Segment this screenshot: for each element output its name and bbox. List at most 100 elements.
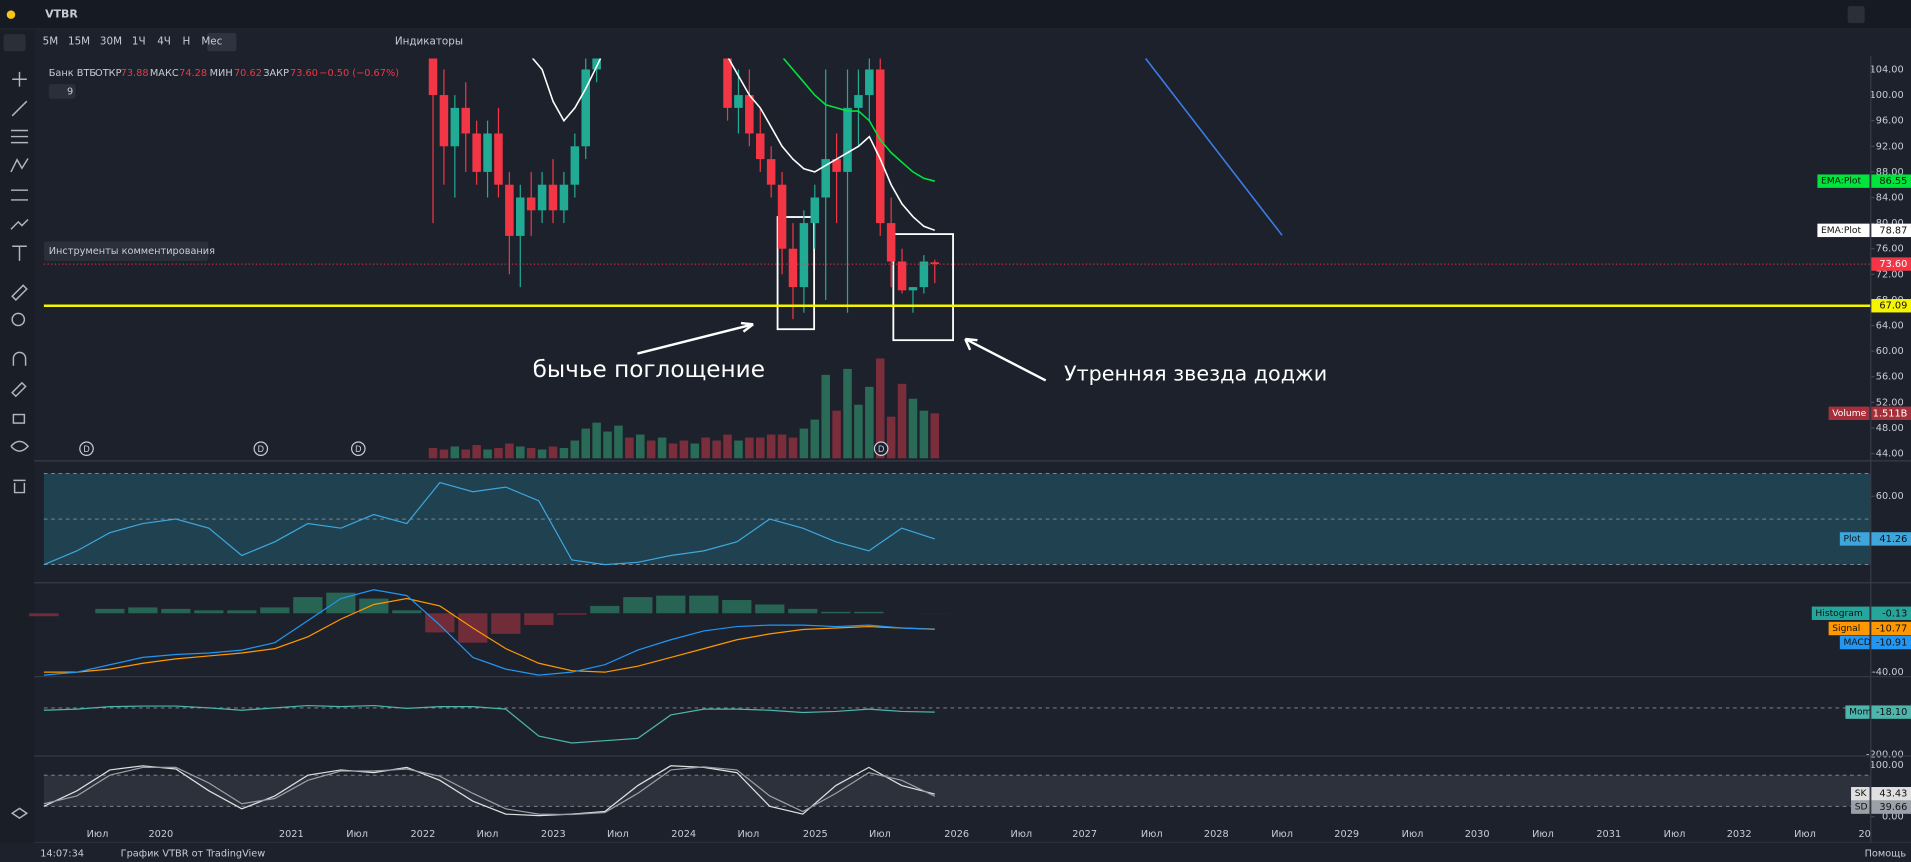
y-tick-label: 84.00: [1876, 193, 1904, 204]
price-pane: [428, 58, 940, 459]
candle-body: [548, 184, 558, 211]
window-button[interactable]: [1847, 6, 1865, 24]
highlight-box[interactable]: [892, 233, 954, 342]
x-tick-label: 2030: [1465, 829, 1490, 840]
name-badge: [1817, 174, 1870, 188]
volume-bar: [832, 410, 841, 459]
x-tick-label: Июл: [1402, 829, 1424, 840]
candle-body: [755, 133, 765, 160]
symbol[interactable]: VTBR: [45, 8, 78, 21]
histogram-bar: [359, 598, 389, 614]
volume-bar: [570, 440, 580, 459]
candle-body: [461, 107, 471, 134]
indicator-line: [43, 766, 936, 816]
indicators-button[interactable]: Индикаторы: [395, 35, 463, 47]
event-marker[interactable]: [79, 441, 94, 456]
legend-high: 74.28: [179, 68, 207, 79]
x-tick-label: Июл: [477, 829, 499, 840]
annotation[interactable]: Утренняя звезда доджи: [1064, 361, 1327, 385]
event-marker[interactable]: [253, 441, 269, 456]
name-badge: [1811, 606, 1870, 620]
arrow[interactable]: [964, 337, 1047, 382]
value-badge-text: 67.09: [1879, 301, 1907, 312]
histogram-bar: [722, 600, 752, 614]
value-badge-text: 1.511B: [1873, 408, 1908, 419]
x-tick-label: 2022: [410, 829, 435, 840]
event-marker[interactable]: [873, 441, 889, 456]
tool-icons[interactable]: [10, 71, 30, 819]
pen-button[interactable]: [3, 34, 26, 52]
interval[interactable]: Н: [183, 35, 191, 47]
interval[interactable]: Мес: [201, 35, 222, 47]
name-badge-text: SK: [1855, 789, 1868, 799]
value-badge: [1870, 705, 1911, 719]
volume-bar: [799, 428, 809, 459]
volume-bar: [701, 437, 710, 459]
x-tick-label: Июл: [1141, 829, 1163, 840]
x-tick-label: 2026: [944, 829, 969, 840]
y-tick-label: 60.00: [1876, 346, 1904, 357]
name-badge-text: Mom: [1849, 708, 1871, 718]
legend-count-box[interactable]: [48, 84, 76, 99]
candle-body: [450, 107, 460, 147]
y-tick-label: 52.00: [1876, 397, 1904, 408]
arrow[interactable]: [637, 321, 754, 355]
x-tick-label: 2032: [1727, 829, 1752, 840]
volume-bar: [821, 374, 830, 459]
value-badge: [1870, 174, 1911, 188]
histogram-bar: [524, 613, 554, 626]
volume-bar: [865, 386, 874, 459]
interval[interactable]: 5M: [43, 35, 59, 47]
legend-low: 70.62: [234, 68, 262, 79]
x-tick-label: 20: [1858, 829, 1870, 840]
volume-bar: [788, 437, 798, 459]
tooltip: Инструменты комментирования: [49, 246, 215, 257]
histogram-bar: [227, 610, 257, 614]
x-tick-label: Июл: [346, 829, 368, 840]
candle-body: [897, 261, 907, 291]
help[interactable]: Помощь: [1865, 848, 1907, 859]
interval[interactable]: 15M: [68, 35, 90, 47]
event-marker[interactable]: [351, 441, 366, 456]
active-interval: [207, 32, 237, 52]
candle-body: [843, 107, 852, 172]
volume-bar: [777, 434, 787, 459]
volume-bar: [516, 446, 525, 459]
interval[interactable]: 4Ч: [157, 35, 171, 47]
histogram-bar: [590, 605, 620, 614]
candle-body: [886, 223, 896, 262]
x-tick-label: 2025: [803, 829, 828, 840]
value-badge-text: 73.60: [1879, 259, 1907, 270]
candle-body: [428, 58, 438, 96]
trend-line[interactable]: [1144, 58, 1283, 236]
interval[interactable]: 1Ч: [132, 35, 146, 47]
histogram-bar: [491, 613, 521, 634]
highlight-box[interactable]: [776, 216, 816, 331]
value-badge-text: -0.13: [1882, 608, 1907, 619]
candle-body: [734, 95, 743, 108]
ema-line: [782, 58, 935, 182]
histogram-bar: [821, 611, 851, 614]
volume-bar: [690, 443, 700, 459]
value-badge-text: 41.26: [1879, 534, 1907, 545]
name-badge: [1851, 787, 1870, 801]
legend-high-label: МАКС: [150, 68, 179, 79]
value-badge-text: 86.55: [1879, 176, 1907, 187]
event-label: D: [878, 445, 885, 455]
candle-body: [821, 159, 830, 198]
histogram-bar: [29, 613, 59, 617]
name-badge: [1817, 223, 1870, 238]
indicator-line: [43, 597, 935, 673]
volume-bar: [559, 447, 569, 459]
y-tick-label: 96.00: [1876, 116, 1904, 127]
volume-bar: [679, 440, 689, 459]
x-tick-label: 2028: [1204, 829, 1229, 840]
x-tick-label: Июл: [869, 829, 891, 840]
credit[interactable]: График VTBR от TradingView: [121, 848, 266, 859]
interval[interactable]: 30M: [100, 35, 122, 47]
volume-bar: [548, 446, 558, 459]
value-badge-text: 43.43: [1879, 789, 1907, 800]
annotation[interactable]: бычье поглощение: [533, 357, 765, 383]
candle-body: [908, 287, 918, 291]
candle-body: [559, 184, 569, 211]
